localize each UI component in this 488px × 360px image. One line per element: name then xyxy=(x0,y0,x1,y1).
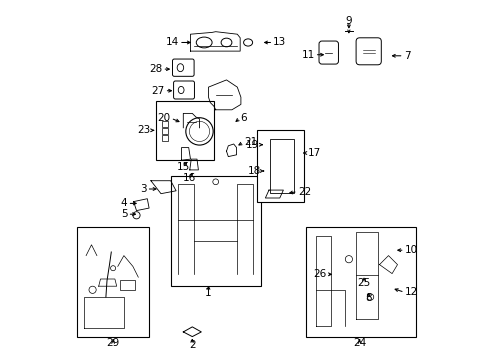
Text: 3: 3 xyxy=(140,184,146,194)
Text: 25: 25 xyxy=(357,278,370,288)
Ellipse shape xyxy=(221,38,231,47)
Text: 26: 26 xyxy=(313,269,326,279)
Text: 7: 7 xyxy=(403,51,409,61)
FancyBboxPatch shape xyxy=(173,81,194,99)
Text: 1: 1 xyxy=(205,288,211,298)
FancyBboxPatch shape xyxy=(318,41,338,64)
Text: 4: 4 xyxy=(121,198,127,208)
Text: 13: 13 xyxy=(273,37,286,48)
Text: 28: 28 xyxy=(149,64,162,74)
Text: 27: 27 xyxy=(151,86,164,96)
Text: 12: 12 xyxy=(404,287,417,297)
Text: 2: 2 xyxy=(188,340,195,350)
Text: 20: 20 xyxy=(157,113,170,123)
Text: 17: 17 xyxy=(307,148,320,158)
Text: 6: 6 xyxy=(240,113,246,123)
Text: 16: 16 xyxy=(183,173,196,183)
Text: 22: 22 xyxy=(297,186,310,197)
Text: 29: 29 xyxy=(106,338,120,348)
Ellipse shape xyxy=(178,86,183,94)
Text: 15: 15 xyxy=(176,162,189,172)
Bar xyxy=(269,139,294,193)
Bar xyxy=(257,130,303,202)
Text: 18: 18 xyxy=(247,166,260,176)
Text: 9: 9 xyxy=(345,16,351,26)
Text: 24: 24 xyxy=(352,338,366,348)
Bar xyxy=(156,101,213,160)
Text: 19: 19 xyxy=(245,140,258,150)
FancyBboxPatch shape xyxy=(355,38,381,65)
Bar xyxy=(162,121,168,127)
Ellipse shape xyxy=(177,64,183,72)
Bar xyxy=(162,135,168,141)
FancyBboxPatch shape xyxy=(172,59,194,76)
Bar xyxy=(162,128,168,134)
Bar xyxy=(120,280,135,290)
Text: 8: 8 xyxy=(365,293,371,303)
Bar xyxy=(305,227,415,337)
Text: 23: 23 xyxy=(137,125,150,135)
Text: 21: 21 xyxy=(244,137,257,147)
Ellipse shape xyxy=(196,37,212,48)
Bar xyxy=(170,176,260,286)
Text: 11: 11 xyxy=(301,50,314,60)
Bar xyxy=(77,227,149,337)
Ellipse shape xyxy=(243,39,252,46)
Text: 14: 14 xyxy=(165,37,179,48)
Text: 5: 5 xyxy=(121,209,127,219)
Text: 10: 10 xyxy=(404,245,417,255)
